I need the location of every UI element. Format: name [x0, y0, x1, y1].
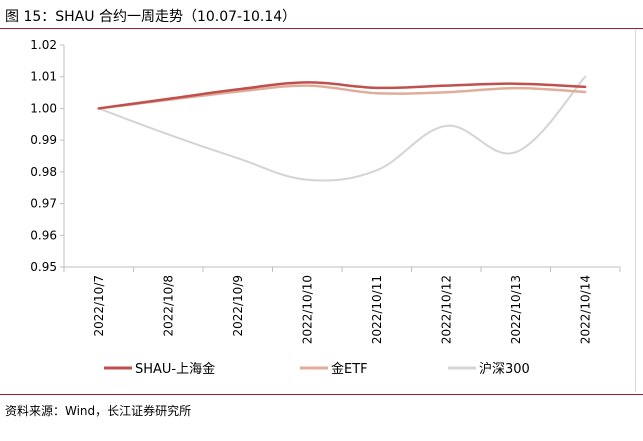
series-lines — [97, 75, 587, 182]
x-axis: 2022/10/7 2022/10/8 2022/10/9 2022/10/10 202… — [63, 266, 621, 344]
y-tick-label: 1.00 — [30, 101, 57, 115]
top-rule — [0, 28, 643, 29]
legend-entry: SHAU-上海金 — [135, 361, 215, 377]
legend-entry: 金ETF — [331, 361, 368, 377]
x-tick-label: 2022/10/8 — [161, 275, 175, 337]
x-tick-label: 2022/10/9 — [231, 275, 245, 337]
x-tick-label: 2022/10/10 — [300, 275, 314, 344]
x-tick-label: 2022/10/14 — [578, 275, 592, 344]
figure-title: 图 15：SHAU 合约一周走势（10.07-10.14） — [5, 9, 297, 25]
x-tick-label: 2022/10/7 — [92, 275, 106, 337]
bottom-rule — [0, 394, 643, 395]
chart-frame — [10, 30, 636, 392]
series-line — [97, 75, 587, 182]
legend: SHAU-上海金 金ETF 沪深300 — [104, 361, 530, 377]
y-tick-label: 0.95 — [30, 260, 57, 274]
series-line — [97, 84, 587, 110]
y-tick-label: 1.01 — [30, 70, 57, 84]
x-tick-label: 2022/10/12 — [439, 275, 453, 344]
y-tick-label: 0.96 — [30, 228, 57, 242]
source-note: 资料来源：Wind，长江证券研究所 — [5, 404, 192, 418]
y-axis: 1.02 1.01 1.00 0.99 0.98 0.97 0.96 0.95 — [30, 38, 65, 274]
y-tick-label: 1.02 — [30, 38, 57, 52]
y-tick-label: 0.99 — [30, 133, 57, 147]
x-tick-label: 2022/10/11 — [370, 275, 384, 344]
series-line — [97, 81, 587, 110]
legend-entry: 沪深300 — [479, 361, 530, 377]
y-tick-label: 0.97 — [30, 197, 57, 211]
y-tick-label: 0.98 — [30, 165, 57, 179]
x-tick-label: 2022/10/13 — [509, 275, 523, 344]
